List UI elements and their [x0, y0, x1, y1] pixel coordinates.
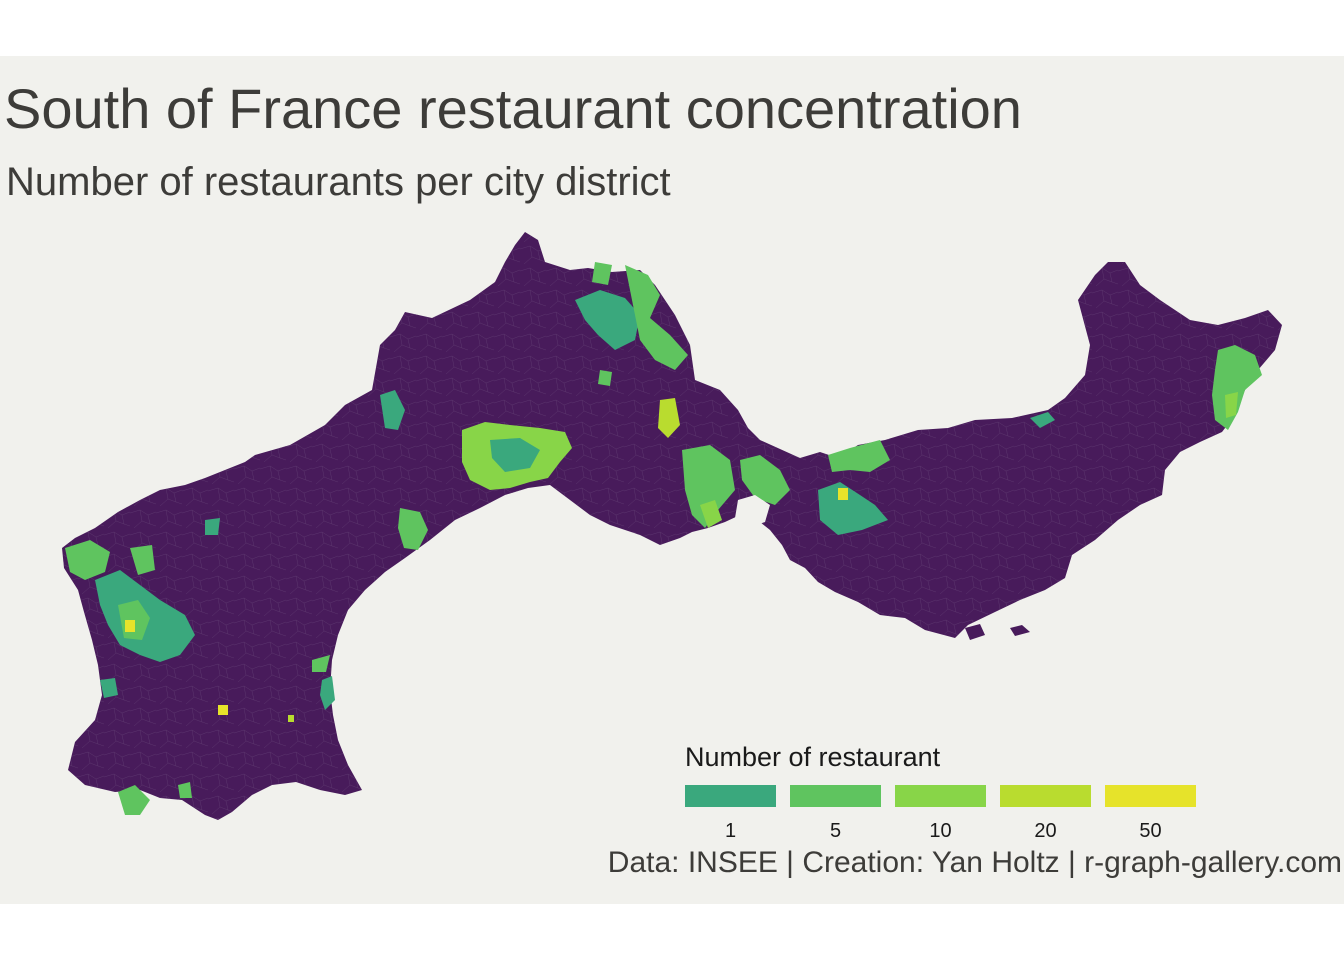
legend-swatch-5 — [790, 785, 881, 807]
data-caption: Data: INSEE | Creation: Yan Holtz | r-gr… — [607, 846, 1342, 879]
island-porquerolles — [965, 624, 985, 640]
district-toulon-center — [838, 488, 848, 500]
map-title: South of France restaurant concentration — [4, 77, 1022, 140]
district-agde — [398, 508, 428, 550]
district-albi — [205, 518, 220, 535]
legend-label-20: 20 — [1034, 820, 1057, 842]
district-ariege — [288, 715, 294, 722]
district-perpignan-coast — [320, 676, 335, 710]
district-cluster-avignon — [625, 265, 688, 370]
district-cluster-toulon — [818, 482, 888, 535]
district-ceret — [178, 782, 192, 798]
district-toulouse-center — [125, 620, 135, 632]
district-nice-coast — [1225, 392, 1238, 418]
district-beziers — [380, 390, 405, 430]
district-cluster-nimes — [575, 290, 640, 350]
legend-swatch-20 — [1000, 785, 1091, 807]
legend-title: Number of restaurant — [685, 742, 941, 772]
district-cluster-brignoles — [828, 440, 890, 472]
district-argeles — [118, 785, 150, 815]
legend-swatch-10 — [895, 785, 986, 807]
legend-swatch-1 — [685, 785, 776, 807]
district-cluster-nice — [1212, 345, 1262, 430]
legend-label-50: 50 — [1139, 820, 1162, 842]
district-sete — [658, 398, 680, 438]
district-tarn — [130, 545, 155, 575]
district-montauban — [65, 540, 110, 580]
district-marseille-center — [700, 500, 722, 528]
legend-label-1: 1 — [724, 820, 737, 842]
legend-label-10: 10 — [929, 820, 952, 842]
district-narbonne — [312, 655, 330, 672]
district-tarbes — [100, 678, 118, 698]
district-cluster-montpellier-b — [490, 438, 540, 472]
legend-swatch-50 — [1105, 785, 1196, 807]
district-cluster-aix — [740, 455, 790, 505]
map-subtitle: Number of restaurants per city district — [6, 160, 671, 204]
legend-label-5: 5 — [829, 820, 842, 842]
coast-gap-marseille — [735, 495, 770, 528]
district-lourdes — [218, 705, 228, 715]
island-port-cros — [1010, 625, 1030, 636]
district-cluster-marseille — [682, 445, 735, 528]
district-cannes — [1030, 412, 1055, 428]
district-cluster-ales — [592, 262, 612, 285]
district-lunel — [598, 370, 612, 386]
district-borders — [62, 232, 1282, 820]
